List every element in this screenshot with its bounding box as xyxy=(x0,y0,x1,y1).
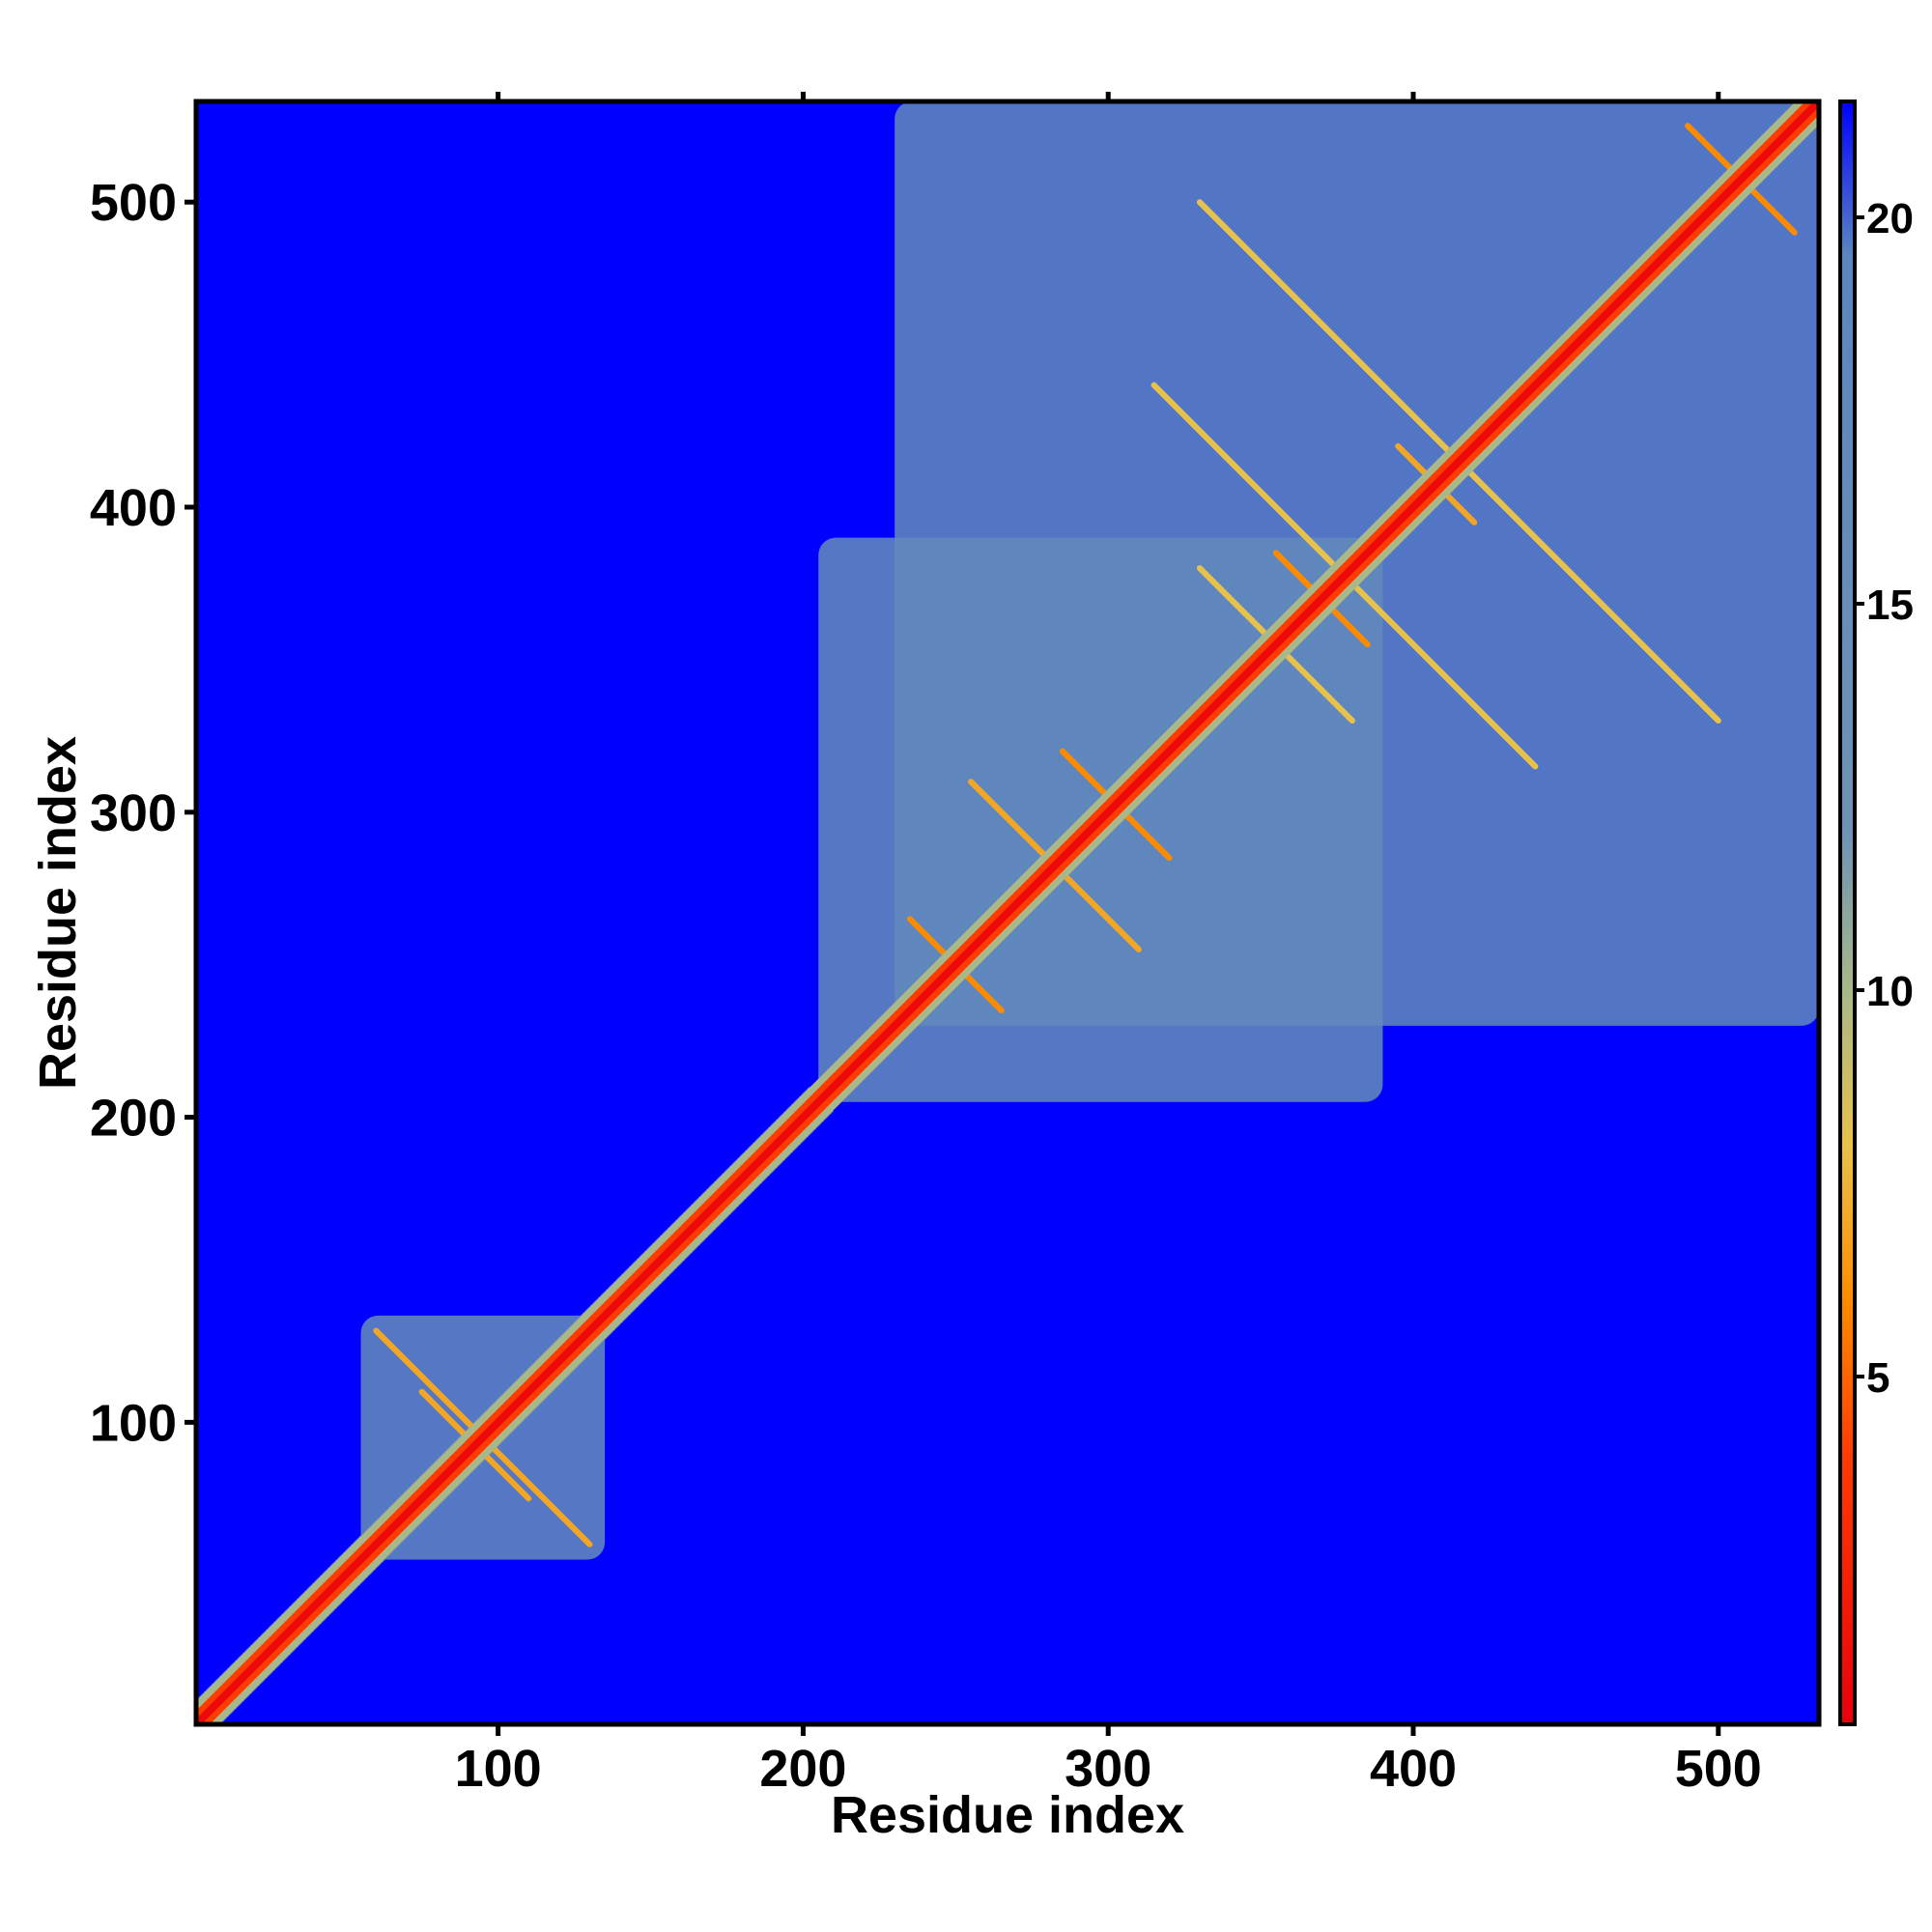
y-axis: 100 200 300 400 500 xyxy=(90,174,196,1452)
colorbar: 5 10 15 20 xyxy=(1838,99,1914,1726)
y-axis-title: Residue index xyxy=(29,736,87,1090)
heatmap-cells xyxy=(196,101,1819,1724)
x-tick-label: 300 xyxy=(1065,1740,1151,1798)
y-tick-label: 500 xyxy=(90,174,177,232)
x-axis: 100 200 300 400 500 xyxy=(455,92,1762,1798)
y-tick-label: 100 xyxy=(90,1394,177,1452)
diagonal-core xyxy=(196,101,1819,1724)
colorbar-tick-label: 20 xyxy=(1866,195,1914,242)
x-tick-label: 500 xyxy=(1675,1740,1762,1798)
y-tick-label: 400 xyxy=(90,479,177,537)
plot-frame xyxy=(193,99,1822,1727)
x-tick-label: 100 xyxy=(455,1740,542,1798)
colorbar-tick-label: 10 xyxy=(1866,968,1914,1015)
colorbar-ticks: 5 10 15 20 xyxy=(1855,195,1914,1402)
y-tick-label: 200 xyxy=(90,1090,177,1148)
colorbar-tick-label: 5 xyxy=(1866,1354,1889,1402)
y-tick-label: 300 xyxy=(90,784,177,842)
x-tick-label: 400 xyxy=(1370,1740,1457,1798)
colorbar-frame xyxy=(1838,99,1857,1726)
x-axis-title: Residue index xyxy=(831,1786,1184,1844)
x-tick-label: 200 xyxy=(759,1740,846,1798)
colorbar-fill xyxy=(1840,101,1855,1724)
colorbar-tick-label: 15 xyxy=(1866,582,1914,629)
colorbar-gradient xyxy=(1840,101,1855,1724)
